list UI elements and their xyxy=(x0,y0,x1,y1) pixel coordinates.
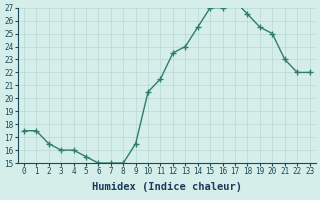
X-axis label: Humidex (Indice chaleur): Humidex (Indice chaleur) xyxy=(92,182,242,192)
